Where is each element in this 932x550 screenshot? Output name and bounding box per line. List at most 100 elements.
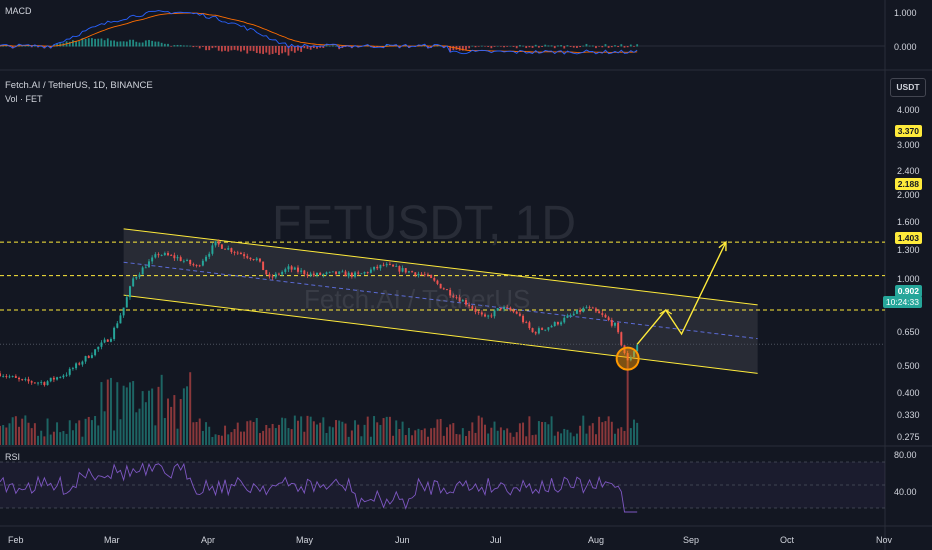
macd-histogram-bar xyxy=(81,38,84,47)
candle-body xyxy=(303,270,306,275)
candle-body xyxy=(414,272,417,276)
candle-body xyxy=(452,295,455,298)
macd-histogram-bar xyxy=(309,46,312,50)
candle-body xyxy=(430,274,433,278)
volume-bar xyxy=(411,435,414,445)
macd-histogram-bar xyxy=(278,46,280,56)
macd-histogram-bar xyxy=(515,46,518,49)
volume-bar xyxy=(553,435,556,445)
candle-body xyxy=(309,273,312,276)
volume-bar xyxy=(128,382,131,445)
candle-body xyxy=(490,315,493,317)
candle-body xyxy=(281,271,284,275)
candle-body xyxy=(214,241,217,246)
candle-body xyxy=(598,311,601,314)
candle-body xyxy=(62,375,65,378)
macd-histogram-bar xyxy=(68,41,71,47)
macd-histogram-bar xyxy=(125,41,128,47)
volume-bar xyxy=(350,430,353,445)
volume-bar xyxy=(296,420,299,445)
volume-bar xyxy=(40,430,43,445)
volume-bar xyxy=(550,416,553,445)
volume-bar xyxy=(404,435,407,445)
candle-body xyxy=(582,307,585,312)
macd-histogram-bar xyxy=(138,42,141,47)
candle-body xyxy=(556,322,559,325)
candle-body xyxy=(37,382,40,384)
candle-body xyxy=(262,261,265,271)
candle-body xyxy=(109,339,112,342)
volume-legend[interactable]: Vol · FET xyxy=(5,94,43,104)
candle-body xyxy=(319,272,322,276)
candle-body xyxy=(484,314,486,317)
volume-bar xyxy=(563,428,566,445)
volume-bar xyxy=(499,427,502,445)
candle-body xyxy=(195,265,198,267)
y-tick: 2.400 xyxy=(897,166,920,176)
candle-body xyxy=(461,300,464,302)
level-label-2188: 2.188 xyxy=(894,178,922,190)
macd-histogram-bar xyxy=(534,44,537,47)
volume-bar xyxy=(252,422,255,445)
volume-bar xyxy=(585,433,588,445)
candle-body xyxy=(68,368,71,375)
candle-body xyxy=(198,265,201,267)
candle-body xyxy=(607,317,610,321)
volume-bar xyxy=(14,416,17,445)
candle-body xyxy=(617,322,620,333)
volume-bar xyxy=(170,406,173,445)
volume-bar xyxy=(379,424,382,445)
candle-body xyxy=(449,289,452,296)
macd-histogram-bar xyxy=(319,46,322,48)
candle-body xyxy=(341,271,344,273)
candle-body xyxy=(5,376,8,377)
volume-bar xyxy=(144,402,147,445)
volume-bar xyxy=(300,416,303,445)
candle-body xyxy=(65,374,68,376)
macd-histogram-bar xyxy=(173,45,176,47)
candle-body xyxy=(300,270,303,272)
volume-bar xyxy=(458,434,461,445)
macd-histogram-bar xyxy=(449,46,452,52)
candle-body xyxy=(338,271,341,274)
macd-histogram-bar xyxy=(626,46,629,48)
macd-histogram-bar xyxy=(347,46,350,47)
candle-body xyxy=(252,259,255,260)
candle-body xyxy=(100,342,103,347)
symbol-legend[interactable]: Fetch.AI / TetherUS, 1D, BINANCE xyxy=(5,80,153,91)
macd-histogram-bar xyxy=(179,45,182,47)
macd-histogram-bar xyxy=(474,46,477,48)
volume-bar xyxy=(90,420,93,445)
candle-body xyxy=(613,322,616,326)
volume-bar xyxy=(610,421,613,445)
candle-body xyxy=(49,377,52,382)
macd-histogram-bar xyxy=(116,41,119,47)
volume-bar xyxy=(629,428,632,445)
volume-bar xyxy=(319,422,322,445)
candle-body xyxy=(33,382,36,384)
volume-bar xyxy=(465,436,467,445)
volume-bar xyxy=(547,424,550,445)
candle-body xyxy=(547,327,550,330)
macd-histogram-bar xyxy=(94,38,96,47)
macd-histogram-bar xyxy=(569,46,572,47)
candle-body xyxy=(506,306,509,308)
candle-body xyxy=(373,266,376,270)
macd-histogram-bar xyxy=(56,43,58,47)
candle-body xyxy=(579,309,582,312)
x-tick: May xyxy=(296,535,314,545)
macd-histogram-bar xyxy=(119,41,122,47)
volume-bar xyxy=(566,429,569,445)
volume-bar xyxy=(106,379,109,445)
candle-body xyxy=(487,315,490,317)
candle-body xyxy=(594,308,597,312)
macd-histogram-bar xyxy=(563,46,566,49)
macd-line xyxy=(0,10,638,55)
candle-body xyxy=(18,377,21,380)
currency-button[interactable]: USDT xyxy=(890,78,926,97)
macd-histogram-bar xyxy=(240,46,242,52)
candle-body xyxy=(103,339,106,343)
candle-body xyxy=(575,309,578,314)
y-tick: 1.000 xyxy=(897,274,920,284)
